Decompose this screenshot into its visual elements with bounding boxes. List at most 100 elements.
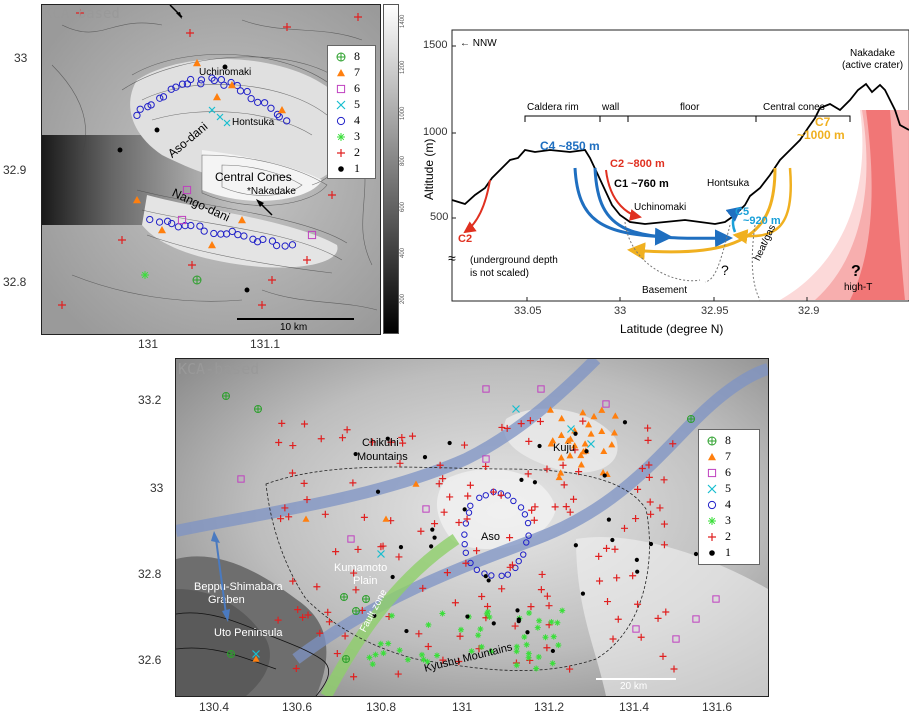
map-marker-6 bbox=[237, 475, 245, 483]
map-marker-2 bbox=[58, 301, 66, 309]
legend-symbol bbox=[708, 517, 716, 525]
map-marker-6 bbox=[692, 615, 700, 623]
map-marker-4 bbox=[260, 99, 269, 107]
map-marker-2 bbox=[603, 544, 611, 552]
legend-label: 5 bbox=[725, 481, 731, 495]
map-marker-2 bbox=[300, 479, 308, 487]
map-marker-8 bbox=[707, 436, 717, 446]
map-marker-7 bbox=[598, 406, 606, 413]
map-marker-2 bbox=[303, 256, 311, 264]
label-c4: C4 ~850 m bbox=[540, 139, 600, 153]
map-marker-2 bbox=[669, 440, 677, 448]
map-marker-4 bbox=[462, 549, 470, 556]
map-marker-6 bbox=[672, 635, 680, 643]
map-marker-3 bbox=[484, 608, 491, 615]
map-marker-7 bbox=[337, 69, 345, 77]
legend-symbol bbox=[336, 52, 346, 62]
legend-entry-8: 8 bbox=[699, 433, 759, 449]
map-marker-3 bbox=[385, 640, 392, 647]
map-marker-4 bbox=[210, 76, 218, 85]
panel-cross-section: ← NNW Altitude (m) Latitude (degree N) 1… bbox=[422, 0, 909, 345]
legend-entry-8: 8 bbox=[328, 49, 375, 65]
map-marker-4 bbox=[273, 110, 282, 119]
panel-aso-map: KCA-based Uchinomaki Hontsuka Aso-dani C… bbox=[0, 0, 420, 351]
map-marker-3 bbox=[513, 643, 520, 650]
map-marker-2 bbox=[566, 665, 574, 673]
map-marker-2 bbox=[435, 480, 443, 488]
aso-map-legend: 8 7 6 5 4 3 2 1 bbox=[327, 45, 376, 179]
label-nakadake-b: Nakadake bbox=[850, 48, 896, 59]
map-marker-2 bbox=[575, 468, 583, 476]
map-marker-1 bbox=[244, 287, 250, 293]
map-marker-8 bbox=[227, 650, 235, 658]
map-marker-2 bbox=[349, 479, 357, 487]
aso-map-y-tick: 32.9 bbox=[3, 163, 27, 177]
map-marker-2 bbox=[328, 191, 336, 199]
map-marker-4 bbox=[187, 221, 195, 230]
map-marker-2 bbox=[646, 498, 654, 506]
note-depth-1: (underground depth bbox=[470, 255, 558, 266]
map-marker-2 bbox=[354, 13, 362, 21]
map-marker-7 bbox=[412, 480, 420, 487]
map-marker-1 bbox=[338, 166, 344, 172]
map-marker-2 bbox=[660, 476, 668, 484]
map-marker-3 bbox=[337, 133, 345, 141]
map-marker-7 bbox=[158, 226, 166, 234]
map-marker-2 bbox=[350, 569, 358, 577]
map-marker-1 bbox=[573, 431, 578, 436]
map-marker-2 bbox=[644, 436, 652, 444]
map-marker-4 bbox=[515, 557, 522, 565]
map-marker-3 bbox=[388, 612, 395, 619]
legend-label: 8 bbox=[354, 49, 360, 63]
map-marker-3 bbox=[534, 624, 541, 631]
legend-entry-4: 4 bbox=[699, 497, 759, 513]
legend-symbol bbox=[336, 116, 346, 126]
map-marker-2 bbox=[332, 548, 340, 556]
map-marker-2 bbox=[525, 437, 533, 445]
zone-central-cones: Central cones bbox=[763, 102, 825, 113]
legend-entry-6: 6 bbox=[328, 81, 375, 97]
map-marker-7 bbox=[557, 454, 565, 461]
map-marker-2 bbox=[303, 496, 311, 504]
aso-map-frame: KCA-based Uchinomaki Hontsuka Aso-dani C… bbox=[41, 4, 381, 335]
map-marker-2 bbox=[118, 236, 126, 244]
map-marker-1 bbox=[486, 578, 491, 583]
map-marker-2 bbox=[76, 9, 84, 17]
map-marker-2 bbox=[399, 439, 407, 447]
map-marker-7 bbox=[610, 429, 618, 436]
map-marker-4 bbox=[525, 532, 532, 539]
map-marker-4 bbox=[520, 551, 527, 558]
map-marker-4 bbox=[272, 241, 281, 250]
map-marker-2 bbox=[536, 418, 544, 426]
map-marker-4 bbox=[159, 93, 168, 101]
map-marker-8 bbox=[687, 415, 695, 423]
map-marker-2 bbox=[632, 515, 640, 523]
legend-entry-7: 7 bbox=[328, 65, 375, 81]
map-marker-8 bbox=[254, 405, 262, 413]
label-nakadake: *Nakadake bbox=[247, 186, 296, 197]
map-marker-2 bbox=[670, 665, 678, 673]
map-marker-4 bbox=[172, 83, 180, 91]
zone-wall: wall bbox=[602, 102, 620, 113]
aso-map-points bbox=[58, 9, 362, 309]
legend-symbol bbox=[338, 166, 344, 172]
map-marker-3 bbox=[475, 632, 482, 639]
map-marker-1 bbox=[602, 473, 607, 478]
regional-map-x-tick: 130.6 bbox=[282, 700, 313, 714]
map-marker-6 bbox=[336, 84, 346, 94]
map-marker-3 bbox=[488, 648, 495, 655]
map-marker-8 bbox=[362, 595, 370, 603]
map-marker-8 bbox=[352, 607, 360, 615]
graben-arrow bbox=[211, 531, 230, 622]
map-marker-4 bbox=[197, 80, 205, 88]
label-beppu: Beppu-Shimabara bbox=[194, 581, 283, 593]
map-marker-7 bbox=[558, 414, 566, 422]
map-marker-2 bbox=[289, 442, 297, 450]
map-marker-2 bbox=[543, 592, 551, 600]
map-marker-2 bbox=[463, 515, 471, 523]
map-marker-1 bbox=[610, 537, 615, 543]
map-marker-2 bbox=[377, 543, 385, 551]
map-marker-8 bbox=[340, 593, 348, 601]
map-marker-1 bbox=[525, 630, 530, 635]
legend-symbol bbox=[707, 468, 717, 478]
